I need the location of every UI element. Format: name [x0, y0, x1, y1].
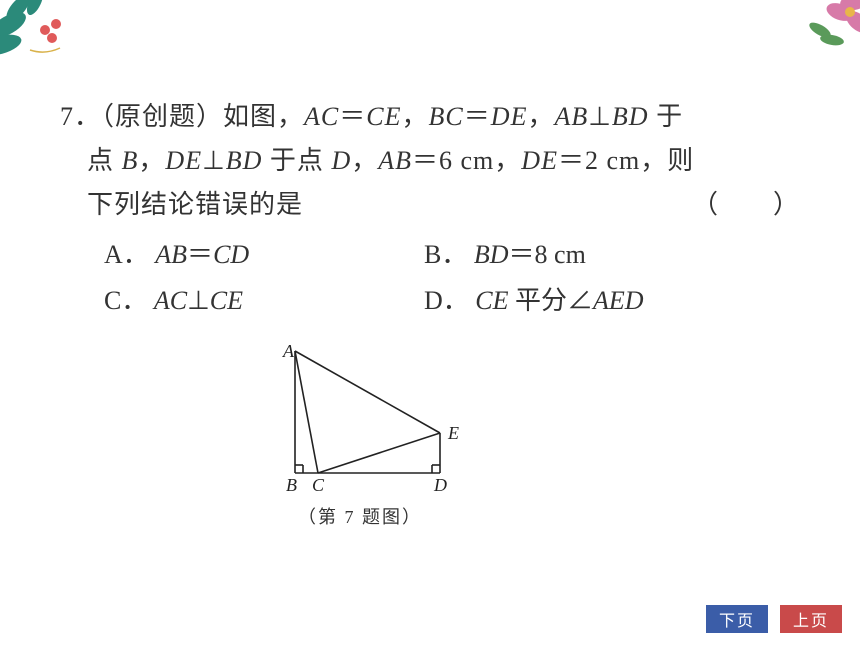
problem-block: 7．（原创题）如图，AC＝CE，BC＝DE，AB⊥BD 于 点 B，DE⊥BD …	[60, 95, 820, 529]
option-a: A． AB＝CD	[104, 232, 424, 279]
option-d: D． CE 平分∠AED	[424, 278, 820, 325]
next-page-button[interactable]: 下页	[706, 605, 768, 633]
figure-block: A BC D E （第 7 题图）	[60, 343, 820, 529]
problem-stem: 7．（原创题）如图，AC＝CE，BC＝DE，AB⊥BD 于 点 B，DE⊥BD …	[60, 95, 820, 228]
options-block: A． AB＝CD B． BD＝8 cm C． AC⊥CE D． CE 平分∠AE…	[60, 232, 820, 326]
svg-text:C: C	[312, 475, 325, 495]
svg-text:D: D	[433, 475, 447, 495]
nav-buttons: 下页 上页	[706, 605, 842, 633]
problem-number: 7．	[60, 102, 101, 131]
corner-deco-left	[0, 0, 110, 80]
svg-text:B: B	[286, 475, 297, 495]
triangle-figure: A BC D E	[250, 343, 470, 498]
corner-deco-right	[750, 0, 860, 70]
prev-page-button[interactable]: 上页	[780, 605, 842, 633]
option-b: B． BD＝8 cm	[424, 232, 820, 279]
figure-caption: （第 7 题图）	[250, 503, 470, 529]
svg-text:A: A	[282, 343, 295, 361]
svg-text:E: E	[447, 423, 459, 443]
answer-blank: （ ）	[692, 183, 800, 227]
option-c: C． AC⊥CE	[104, 278, 424, 325]
problem-tag: （原创题）	[101, 102, 223, 131]
